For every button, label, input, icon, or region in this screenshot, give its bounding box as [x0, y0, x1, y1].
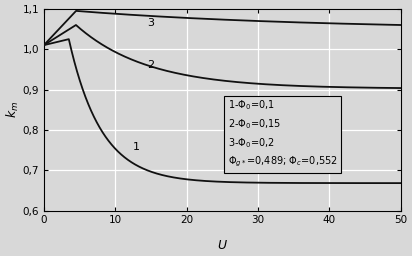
X-axis label: U: U [218, 239, 227, 252]
Text: 3: 3 [147, 18, 154, 28]
Y-axis label: $k_m$: $k_m$ [5, 101, 21, 118]
Text: 1: 1 [133, 142, 140, 152]
Text: 1-Φ$_0$=0,1
2-Φ$_0$=0,15
3-Φ$_0$=0,2
Φ$_{g*}$=0,489; Φ$_c$=0,552: 1-Φ$_0$=0,1 2-Φ$_0$=0,15 3-Φ$_0$=0,2 Φ$_… [227, 99, 337, 169]
Text: 2: 2 [147, 60, 154, 70]
